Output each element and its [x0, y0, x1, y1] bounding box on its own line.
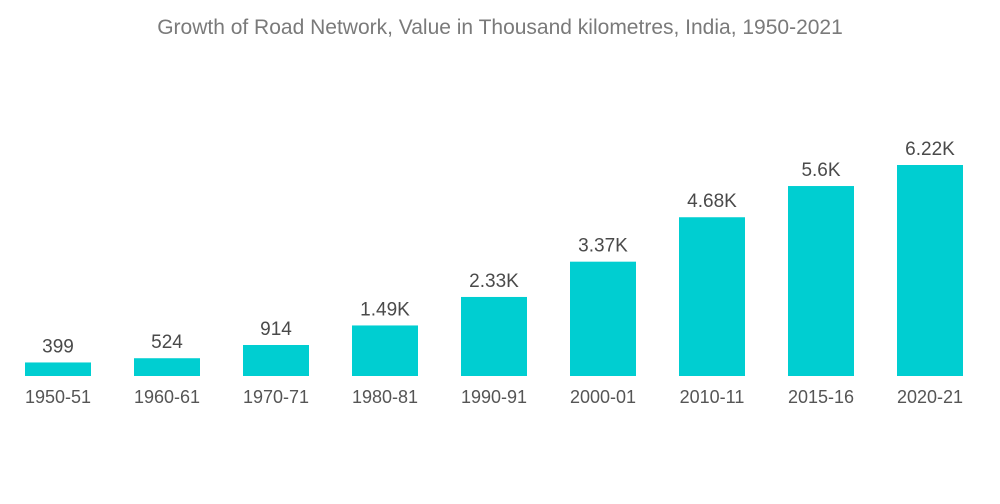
bar: [679, 217, 745, 376]
data-label: 914: [260, 319, 292, 340]
bar: [134, 358, 200, 376]
data-label: 5.6K: [801, 160, 840, 181]
data-label: 6.22K: [905, 139, 955, 160]
x-tick-label: 2000-01: [570, 387, 636, 407]
data-label: 4.68K: [687, 191, 737, 212]
data-label: 2.33K: [469, 271, 519, 292]
x-tick-label: 2010-11: [680, 387, 745, 407]
x-tick-label: 1950-51: [25, 387, 91, 407]
chart-title: Growth of Road Network, Value in Thousan…: [157, 16, 843, 39]
x-tick-label: 1970-71: [243, 387, 309, 407]
bar: [461, 296, 527, 376]
bar: [570, 261, 636, 376]
bar: [788, 186, 854, 376]
x-tick-label: 1960-61: [134, 387, 200, 407]
x-tick-label: 1990-91: [461, 387, 527, 407]
x-tick-label: 2020-21: [897, 387, 963, 407]
bar: [25, 362, 91, 376]
data-label: 524: [151, 332, 183, 353]
x-tick-label: 2015-16: [788, 387, 854, 407]
bar: [897, 165, 963, 376]
bar: [352, 325, 418, 376]
data-label: 399: [42, 336, 74, 357]
bar: [243, 344, 309, 376]
data-label: 1.49K: [360, 299, 410, 320]
x-tick-label: 1980-81: [352, 387, 418, 407]
data-label: 3.37K: [578, 236, 628, 257]
